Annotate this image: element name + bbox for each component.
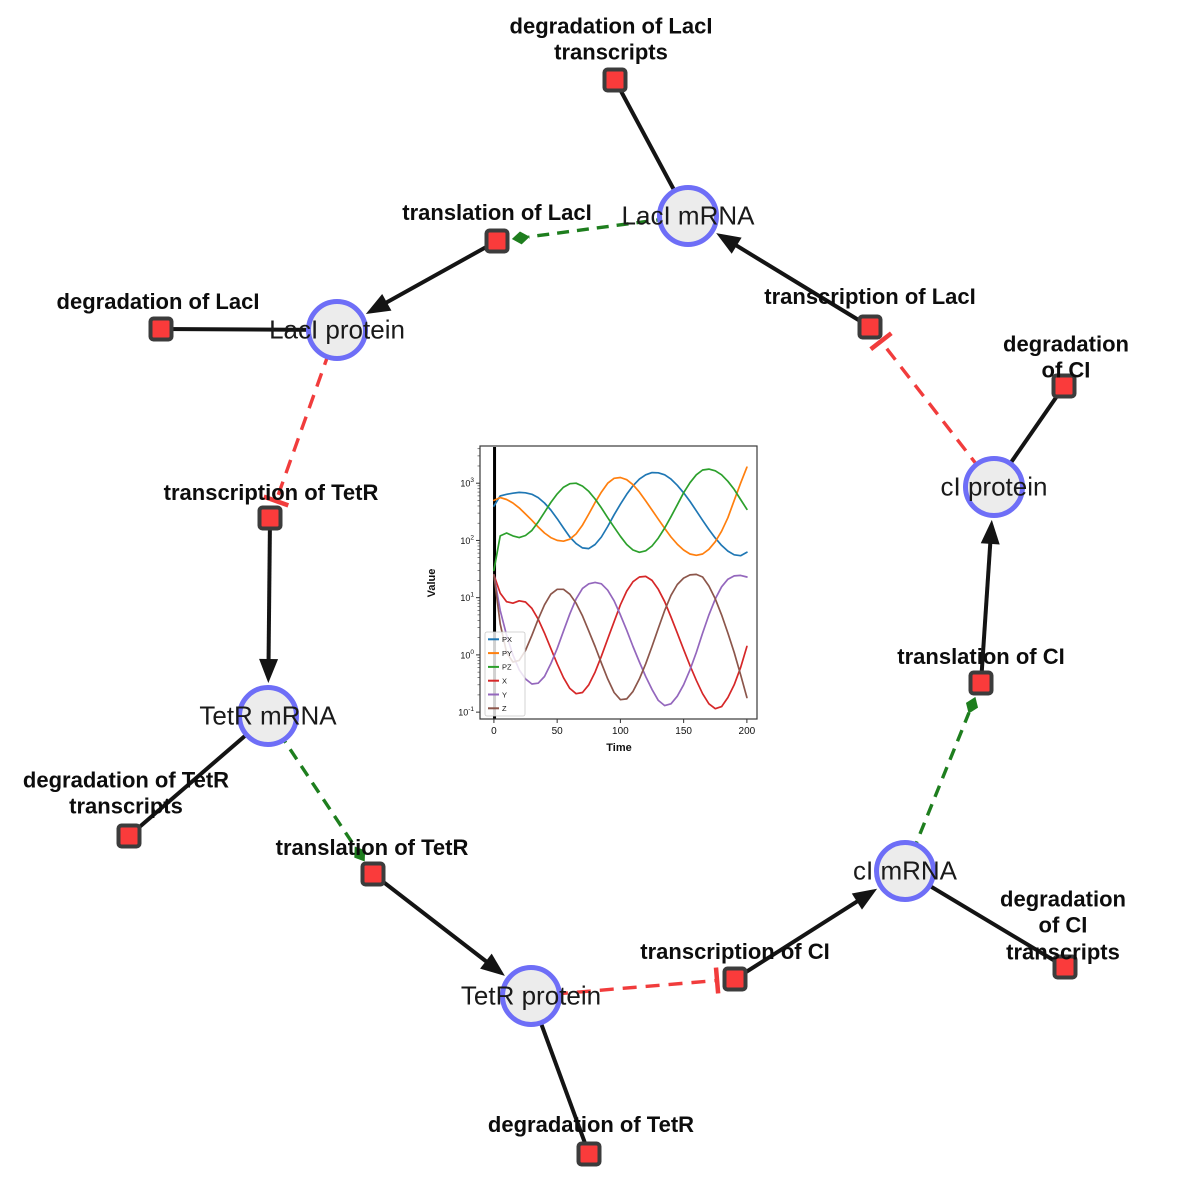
y-axis-tick-label: 100 [460, 649, 474, 661]
species-node-laci-protein[interactable] [306, 299, 368, 361]
reaction-label-deg-ci-transcripts: degradation of CI transcripts [1000, 886, 1126, 965]
legend-item-label: PY [502, 649, 512, 658]
species-node-tetr-mrna[interactable] [237, 685, 299, 747]
y-axis-tick-label: 103 [460, 477, 474, 489]
plot-area [480, 446, 757, 719]
reaction-label-translation-ci: translation of CI [897, 643, 1065, 669]
edge-line [903, 869, 1067, 969]
species-node-tetr-protein[interactable] [500, 965, 562, 1027]
x-axis-tick-label: 0 [491, 726, 497, 737]
edge-line [371, 872, 491, 966]
time-axis-label: Time [606, 742, 631, 754]
reaction-label-translation-laci: translation of LacI [402, 199, 592, 225]
reaction-node-translation-ci[interactable] [968, 670, 994, 696]
inset-chart-svg: 0 50 100 150 20010-1100101102103TimeValuePXP… [426, 445, 758, 754]
y-axis-tick-label: 10-1 [458, 706, 474, 718]
activation-diamond-icon [354, 846, 366, 862]
value-axis-label: Value [426, 569, 438, 598]
species-label-tetr-mrna: TetR mRNA [199, 700, 337, 731]
legend-item-label: PZ [502, 663, 512, 672]
species-label-ci-protein: cI protein [940, 471, 1048, 502]
reaction-node-translation-laci[interactable] [484, 228, 510, 254]
species-label-laci-mrna: LacI mRNA [621, 200, 755, 231]
plot-frame [479, 445, 758, 720]
x-axis-tick-label: 100 [612, 726, 629, 737]
reaction-label-transcription-ci: transcription of CI [640, 938, 830, 964]
production-arrowhead-icon [716, 233, 742, 254]
series-line-Z [493, 573, 748, 701]
reaction-node-translation-tetr[interactable] [360, 861, 386, 887]
inset-chart: 0 50 100 150 200 10-1 100 101 102 103 Time Value PX P… [425, 435, 777, 767]
reaction-node-deg-tetr[interactable] [576, 1141, 602, 1167]
x-axis-tick-label: 200 [739, 726, 756, 737]
production-arrowhead-icon [365, 293, 392, 314]
series-line-X [493, 574, 748, 710]
x-axis-tick-label: 150 [675, 726, 692, 737]
reaction-label-deg-laci: degradation of LacI [56, 288, 260, 314]
reaction-node-deg-ci[interactable] [1051, 373, 1077, 399]
legend-item-label: X [502, 677, 507, 686]
activation-diamond-icon [965, 696, 979, 714]
production-arrowhead-icon [259, 658, 279, 684]
production-arrowhead-icon [480, 953, 505, 976]
legend-item-label: PX [502, 635, 512, 644]
reaction-node-transcription-laci[interactable] [857, 314, 883, 340]
series-line-PZ [493, 468, 748, 572]
edge-translation-laci-laci-protein [365, 239, 498, 314]
inhibition-tbar-icon [869, 331, 893, 351]
reaction-label-translation-tetr: translation of TetR [275, 834, 469, 860]
inhibition-tbar-icon [263, 494, 290, 508]
species-label-tetr-protein: TetR protein [460, 980, 602, 1011]
inhibition-tbar-icon [713, 967, 721, 994]
reaction-label-deg-tetr-transcripts: degradation of TetR transcripts [22, 767, 230, 819]
reaction-label-transcription-laci: transcription of LacI [764, 283, 976, 309]
edge-line [979, 539, 993, 684]
species-label-laci-protein: LacI protein [269, 314, 405, 345]
edge-transcription-laci-laci-mrna [716, 233, 872, 329]
reaction-node-deg-laci-transcripts[interactable] [602, 67, 628, 93]
series-line-Y [493, 574, 748, 707]
edge-translation-tetr-tetr-protein [371, 872, 505, 976]
production-arrowhead-icon [980, 519, 1000, 545]
reaction-node-deg-laci[interactable] [148, 316, 174, 342]
edge-line [382, 239, 498, 306]
x-axis-tick-label: 50 [552, 726, 564, 737]
edge-line [266, 517, 272, 664]
reaction-node-transcription-tetr[interactable] [257, 505, 283, 531]
edge-ci-mrna-deg-ci-transcripts [903, 869, 1067, 969]
series-line-PX [493, 471, 748, 557]
legend-item-label: Z [502, 704, 507, 713]
edge-transcription-tetr-tetr-mrna [259, 517, 279, 684]
legend: PX PY PZ XYZ [484, 631, 526, 717]
reaction-node-transcription-ci[interactable] [722, 966, 748, 992]
species-node-ci-mrna[interactable] [874, 840, 936, 902]
reaction-node-deg-tetr-transcripts[interactable] [116, 823, 142, 849]
edge-line [530, 978, 718, 998]
edge-translation-ci-ci-protein [979, 519, 1000, 684]
species-label-ci-mrna: cI mRNA [853, 855, 957, 886]
edge-line [733, 897, 862, 981]
production-arrowhead-icon [851, 888, 878, 910]
edge-tetr-protein-transcription-ci [530, 967, 721, 998]
reaction-label-transcription-tetr: transcription of TetR [163, 479, 379, 505]
reaction-label-deg-laci-transcripts: degradation of LacI transcripts [509, 13, 713, 65]
species-node-laci-mrna[interactable] [657, 185, 719, 247]
y-axis-tick-label: 102 [460, 534, 474, 546]
species-node-ci-protein[interactable] [963, 456, 1025, 518]
edge-transcription-ci-ci-mrna [733, 888, 878, 981]
activation-diamond-icon [511, 231, 530, 245]
reaction-node-deg-ci-transcripts[interactable] [1052, 954, 1078, 980]
edge-line [732, 241, 872, 329]
reaction-label-deg-ci: degradation of CI [1003, 331, 1129, 383]
reaction-label-deg-tetr: degradation of TetR [487, 1111, 695, 1137]
legend-item-label: Y [502, 690, 507, 699]
y-axis-tick-label: 101 [460, 592, 474, 604]
